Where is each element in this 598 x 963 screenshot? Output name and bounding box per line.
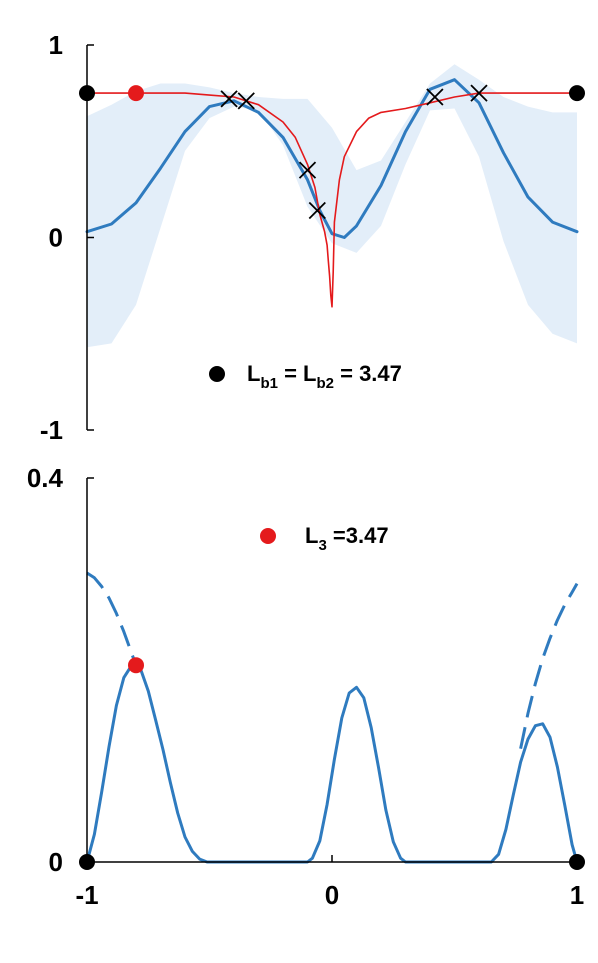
confidence-band	[87, 64, 577, 348]
chart-panel-1: -1 0 1 Lb1 = Lb2 = 3.47	[40, 30, 585, 445]
legend-text-part: L	[305, 523, 318, 548]
legend-subscript: b1	[260, 375, 278, 392]
y-tick-label: 0.4	[27, 463, 64, 493]
x-tick-label: -1	[75, 880, 98, 910]
red-point	[128, 85, 144, 102]
legend-text-part: L	[247, 361, 260, 386]
x-marker	[308, 201, 326, 220]
y-tick-label: -1	[40, 415, 63, 445]
legend-label: L3 =3.47	[305, 523, 389, 554]
chart-panel-2: 0 0.4 -1 0 1 L3 =3.47	[27, 463, 585, 910]
y-tick-label: 1	[49, 30, 63, 60]
black-point	[569, 85, 585, 102]
legend-label: Lb1 = Lb2 = 3.47	[247, 361, 402, 392]
x-tick-label: 0	[325, 880, 339, 910]
legend-text-part: =3.47	[327, 523, 389, 548]
blue-series-line	[85, 78, 579, 239]
x-marker	[220, 90, 238, 108]
x-marker	[298, 161, 317, 179]
y-tick-label: 0	[49, 847, 63, 877]
legend-marker	[209, 366, 225, 382]
legend-text-part: = L	[278, 361, 317, 386]
dashed-series-line	[519, 582, 579, 750]
legend-subscript: 3	[318, 537, 326, 554]
red-series-line	[86, 92, 578, 308]
x-marker	[426, 88, 444, 106]
legend-subscript: b2	[316, 375, 334, 392]
x-tick-label: 1	[570, 880, 584, 910]
blue-series-line	[85, 663, 579, 864]
red-point	[128, 657, 144, 674]
y-tick-label: 0	[49, 223, 63, 253]
legend-text-part: = 3.47	[334, 361, 402, 386]
x-marker	[470, 84, 488, 102]
x-marker	[237, 92, 255, 110]
legend-marker	[260, 528, 276, 544]
dashed-series-line	[86, 571, 138, 666]
